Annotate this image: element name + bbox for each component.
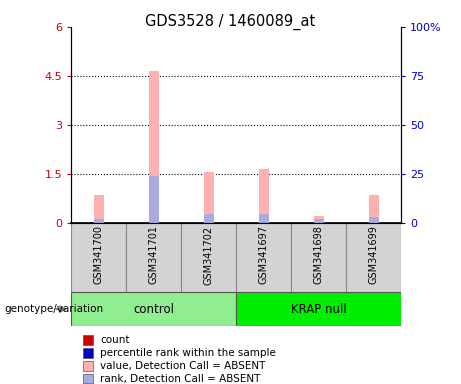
Text: GSM341700: GSM341700 bbox=[94, 225, 104, 285]
Text: genotype/variation: genotype/variation bbox=[5, 304, 104, 314]
Text: rank, Detection Call = ABSENT: rank, Detection Call = ABSENT bbox=[100, 374, 260, 384]
Bar bbox=[204, 172, 214, 223]
Bar bbox=[94, 219, 104, 223]
Text: KRAP null: KRAP null bbox=[291, 303, 347, 316]
Bar bbox=[126, 223, 181, 292]
Bar bbox=[83, 374, 93, 384]
Text: GSM341697: GSM341697 bbox=[259, 225, 269, 285]
Bar bbox=[149, 176, 159, 223]
Text: GSM341702: GSM341702 bbox=[204, 225, 214, 285]
Bar bbox=[346, 223, 401, 292]
Bar bbox=[236, 292, 401, 326]
Bar bbox=[181, 223, 236, 292]
Bar bbox=[83, 335, 93, 345]
Text: value, Detection Call = ABSENT: value, Detection Call = ABSENT bbox=[100, 361, 266, 371]
Bar bbox=[314, 215, 324, 223]
Bar bbox=[94, 195, 104, 223]
Text: count: count bbox=[100, 335, 130, 345]
Bar bbox=[71, 223, 126, 292]
Bar bbox=[259, 169, 269, 223]
Text: GSM341698: GSM341698 bbox=[313, 225, 324, 285]
Bar bbox=[83, 348, 93, 358]
Text: GSM341699: GSM341699 bbox=[369, 225, 378, 285]
Bar bbox=[291, 223, 346, 292]
Bar bbox=[369, 217, 378, 223]
Bar bbox=[369, 195, 378, 223]
Text: percentile rank within the sample: percentile rank within the sample bbox=[100, 348, 276, 358]
Bar bbox=[71, 292, 236, 326]
Bar bbox=[204, 214, 214, 223]
Text: GSM341701: GSM341701 bbox=[149, 225, 159, 285]
Text: control: control bbox=[133, 303, 174, 316]
Bar bbox=[259, 214, 269, 223]
Bar bbox=[83, 361, 93, 371]
Bar bbox=[149, 71, 159, 223]
Bar bbox=[314, 220, 324, 223]
Bar bbox=[236, 223, 291, 292]
Text: GDS3528 / 1460089_at: GDS3528 / 1460089_at bbox=[145, 13, 316, 30]
